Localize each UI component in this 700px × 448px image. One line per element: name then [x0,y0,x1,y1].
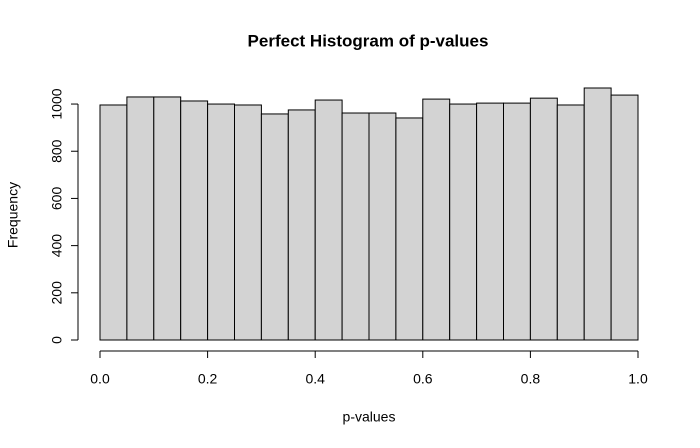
bar [449,103,478,341]
bar [287,109,316,341]
y-tick-label: 1000 [49,88,65,119]
bar [234,104,262,341]
bar [556,104,585,341]
bar [126,96,155,341]
y-tick-label: 800 [49,139,65,163]
bar [368,112,397,341]
bar [503,102,531,341]
x-tick-label: 0.2 [198,371,218,387]
y-axis-label: Frequency [5,182,21,248]
x-tick-label: 0.4 [305,371,325,387]
y-tick-label: 0 [49,336,65,344]
x-axis-label: p-values [343,409,396,425]
bar [99,104,128,341]
y-tick-label: 200 [49,281,65,305]
bar [610,94,639,341]
x-tick-label: 1.0 [628,371,648,387]
bar [476,102,505,341]
bar [153,96,182,341]
bar [422,98,451,341]
chart-title: Perfect Histogram of p-values [248,31,489,50]
bar [341,112,370,341]
y-tick-label: 600 [49,187,65,211]
bar [529,97,558,341]
bar [260,113,289,341]
bar [207,103,236,341]
x-tick-label: 0.6 [413,371,433,387]
x-tick-label: 0.0 [90,371,110,387]
bar [180,100,209,341]
bar [583,87,612,341]
bar [314,99,343,341]
x-tick-label: 0.8 [521,371,541,387]
y-tick-label: 400 [49,234,65,258]
bar [395,117,424,341]
